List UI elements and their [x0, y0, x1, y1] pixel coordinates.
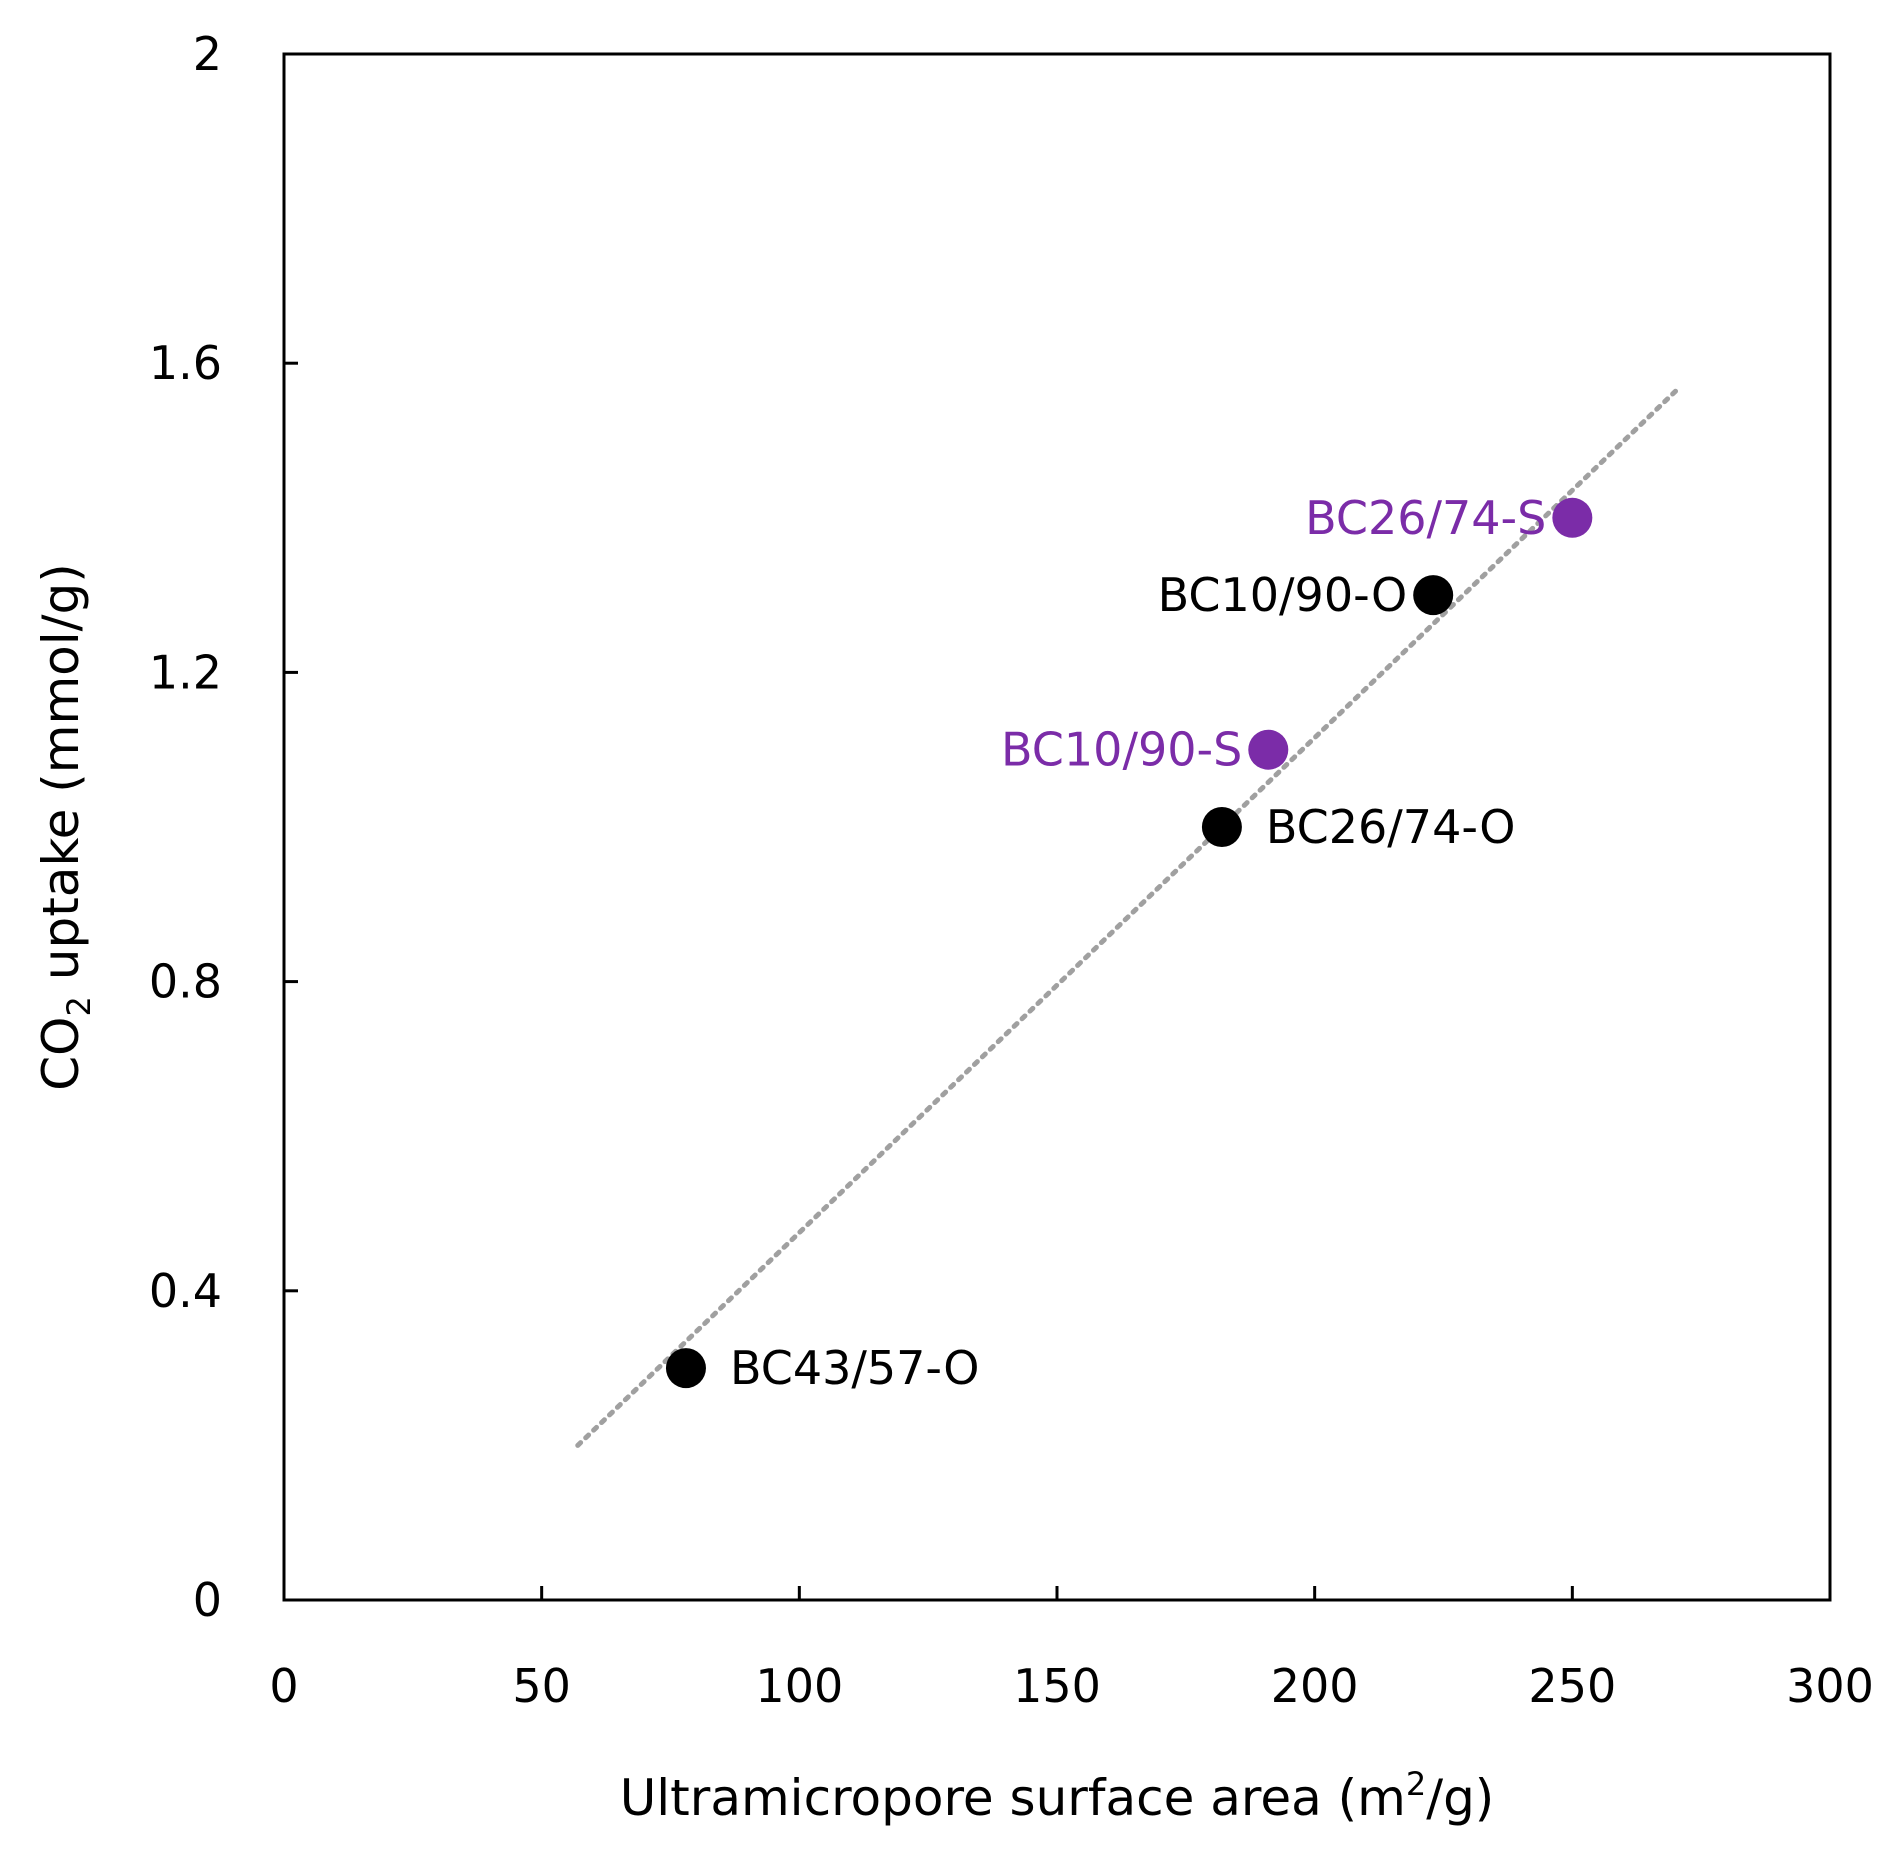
x-tick-label: 100 — [755, 1659, 843, 1713]
y-axis-title: CO2 uptake (mmol/g) — [32, 563, 98, 1091]
data-point-bc26-74-s — [1552, 497, 1593, 538]
x-tick-label: 300 — [1786, 1659, 1874, 1713]
y-tick-label: 1.2 — [149, 645, 222, 699]
x-tick-label: 250 — [1528, 1659, 1616, 1713]
trendline — [575, 383, 1684, 1448]
x-axis-title: Ultramicropore surface area (m2/g) — [620, 1765, 1495, 1827]
data-point-label: BC26/74-O — [1266, 800, 1516, 854]
data-point-label: BC10/90-O — [1158, 568, 1408, 622]
data-point-label: BC10/90-S — [1001, 723, 1242, 777]
x-axis-ticks: 0 50 100 150 200 250 300 — [269, 1586, 1874, 1713]
data-point-bc10-90-s — [1248, 729, 1289, 770]
x-tick-label: 0 — [269, 1659, 298, 1713]
y-axis-ticks: 0 0.4 0.8 1.2 1.6 2 — [149, 27, 298, 1627]
plot-area-frame — [282, 52, 1832, 1602]
data-point-label: BC26/74-S — [1305, 491, 1546, 545]
data-point-bc26-74-o — [1201, 807, 1242, 847]
data-point-bc10-90-o — [1413, 575, 1454, 616]
y-tick-label: 0.8 — [149, 955, 222, 1009]
y-tick-label: 0 — [193, 1573, 222, 1627]
trendline-group — [575, 383, 1684, 1448]
data-point-label: BC43/57-O — [730, 1341, 980, 1395]
data-point-bc43-57-o — [665, 1348, 706, 1389]
y-tick-label: 2 — [193, 27, 222, 81]
x-tick-label: 200 — [1271, 1659, 1359, 1713]
x-tick-label: 50 — [512, 1659, 571, 1713]
data-points-group: BC43/57-O BC26/74-O BC10/90-O BC10/90-S BC26… — [665, 491, 1593, 1395]
y-tick-label: 0.4 — [149, 1264, 222, 1318]
y-tick-label: 1.6 — [149, 336, 222, 390]
x-tick-label: 150 — [1013, 1659, 1101, 1713]
